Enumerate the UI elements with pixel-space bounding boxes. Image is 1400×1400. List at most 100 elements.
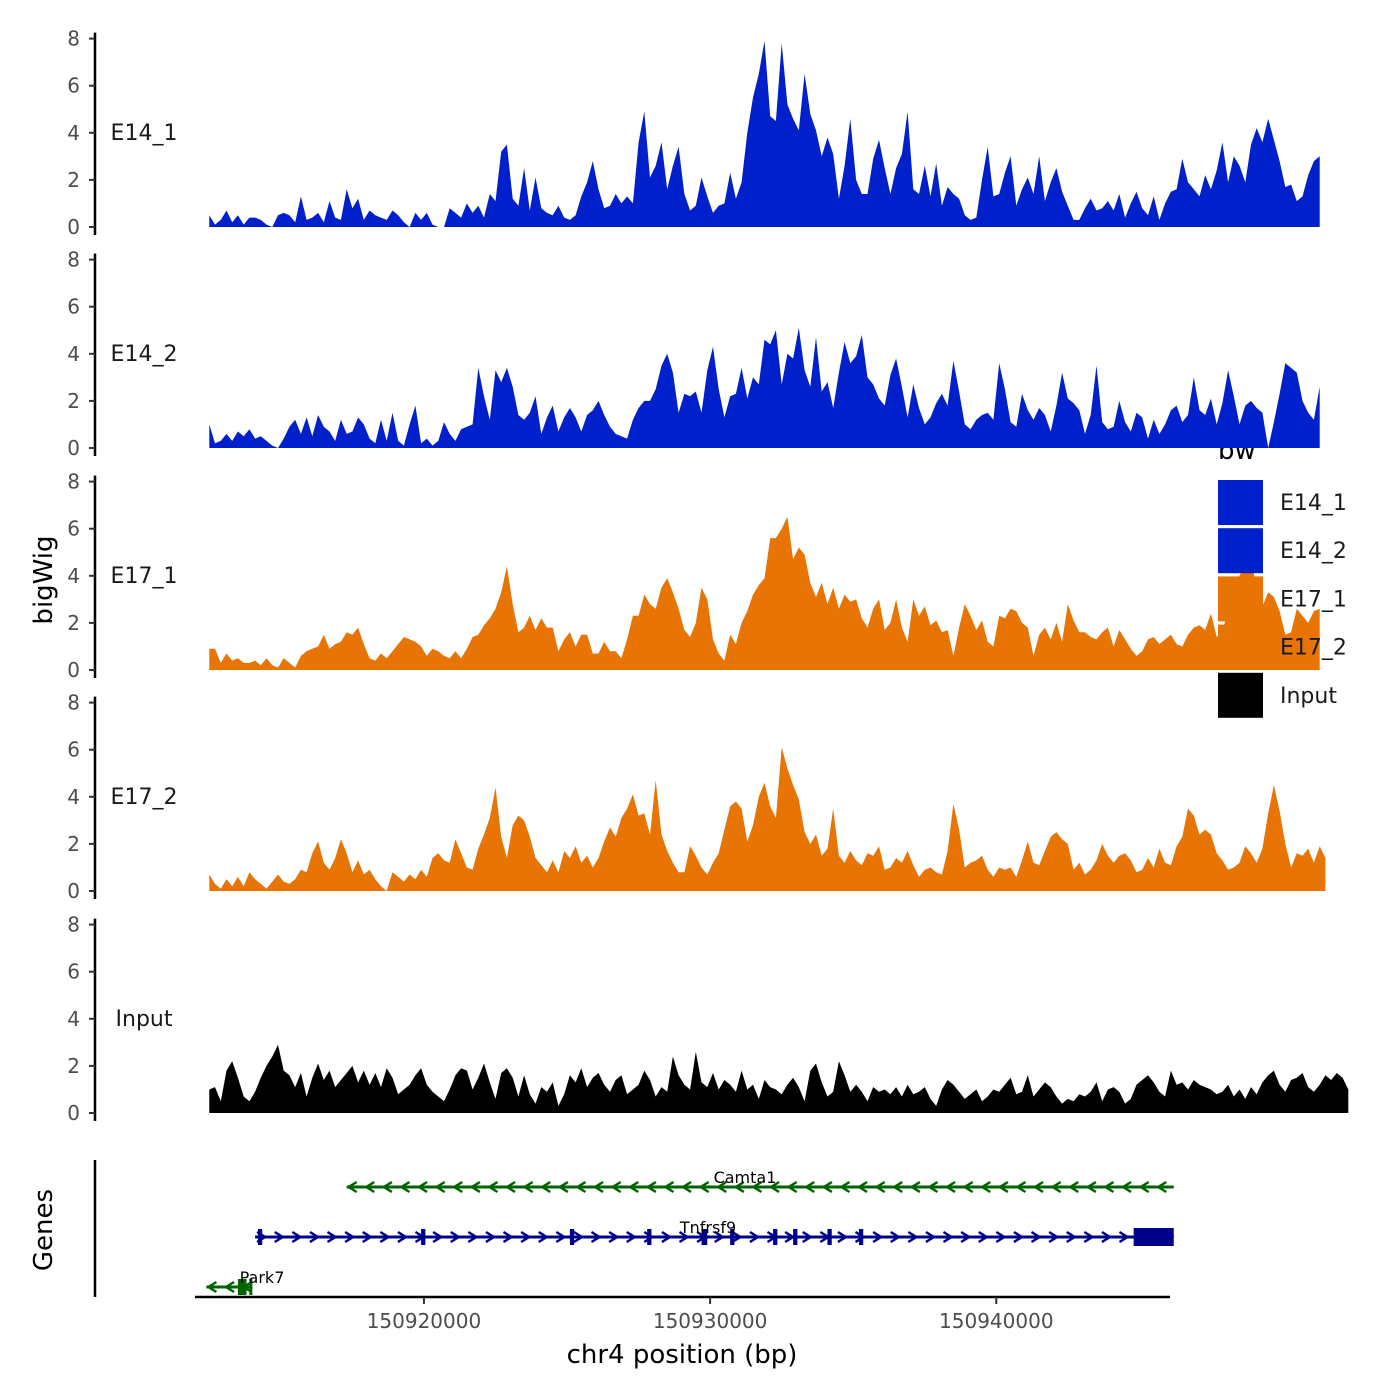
y-tick-label: 2 — [67, 168, 80, 192]
y-tick-label: 8 — [67, 691, 80, 715]
strand-arrow — [1083, 1230, 1095, 1244]
gene-exon — [257, 1229, 263, 1245]
strand-arrow — [1048, 1230, 1060, 1244]
y-tick-label: 2 — [67, 1054, 80, 1078]
strand-arrow — [1015, 1180, 1027, 1194]
gene-Camta1: Camta1 — [346, 1168, 1174, 1194]
strand-arrow — [995, 1230, 1007, 1244]
x-tick-label: 150920000 — [367, 1309, 482, 1333]
strand-arrow — [645, 1180, 657, 1194]
legend-label: E14_2 — [1280, 539, 1347, 564]
strand-arrow — [979, 1180, 991, 1194]
legend-label: E17_1 — [1280, 587, 1347, 612]
gene-exon — [237, 1279, 247, 1295]
strand-arrow — [890, 1230, 902, 1244]
strand-arrow — [467, 1230, 479, 1244]
strand-arrow — [1030, 1230, 1042, 1244]
signal-area-Input — [209, 1044, 1349, 1113]
strand-arrow — [698, 1180, 710, 1194]
y-tick-label: 8 — [67, 248, 80, 272]
strand-arrow — [839, 1180, 851, 1194]
strand-arrow — [487, 1180, 499, 1194]
y-axis-title: bigWig — [29, 535, 59, 624]
strand-arrow — [502, 1230, 514, 1244]
signal-area-E14_1 — [209, 41, 1320, 227]
strand-arrow — [837, 1230, 849, 1244]
strand-arrow — [891, 1180, 903, 1194]
strand-arrow — [944, 1180, 956, 1194]
strand-arrow — [802, 1230, 814, 1244]
track-E17_2: 0 2 4 6 8 E17_2 — [67, 691, 1326, 903]
x-tick-label: 150930000 — [653, 1309, 768, 1333]
strand-arrow — [610, 1180, 622, 1194]
strand-arrow — [573, 1230, 585, 1244]
y-tick-label: 6 — [67, 738, 80, 762]
strand-arrow — [661, 1230, 673, 1244]
strand-arrow — [942, 1230, 954, 1244]
gene-exon — [827, 1229, 832, 1245]
strand-arrow — [909, 1180, 921, 1194]
signal-area-E17_1 — [209, 516, 1320, 670]
strand-arrow — [874, 1180, 886, 1194]
strand-arrow — [557, 1180, 569, 1194]
y-tick-label: 2 — [67, 832, 80, 856]
strand-arrow — [362, 1230, 374, 1244]
strand-arrow — [346, 1180, 358, 1194]
y-tick-label: 0 — [67, 879, 80, 903]
strand-arrow — [416, 1180, 428, 1194]
strand-arrow — [960, 1230, 972, 1244]
strand-arrow — [485, 1230, 497, 1244]
strand-arrow — [274, 1230, 286, 1244]
strand-arrow — [432, 1230, 444, 1244]
y-tick-label: 6 — [67, 74, 80, 98]
strand-arrow — [927, 1180, 939, 1194]
strand-arrow — [714, 1230, 726, 1244]
strand-arrow — [451, 1180, 463, 1194]
strand-arrow — [1103, 1180, 1115, 1194]
legend-label: E17_2 — [1280, 636, 1347, 661]
strand-arrow — [627, 1180, 639, 1194]
legend-label: E14_1 — [1280, 491, 1347, 516]
strand-arrow — [1067, 1180, 1079, 1194]
strand-arrow — [1118, 1230, 1130, 1244]
y-tick-label: 8 — [67, 470, 80, 494]
strand-arrow — [786, 1180, 798, 1194]
legend-swatch-E14_2 — [1218, 528, 1263, 574]
strand-arrow — [626, 1230, 638, 1244]
track-label: E14_2 — [111, 342, 178, 367]
strand-arrow — [643, 1230, 655, 1244]
strand-arrow — [590, 1230, 602, 1244]
x-axis: 150920000 150930000 150940000 — [195, 1295, 1170, 1333]
y-tick-label: 4 — [67, 342, 80, 366]
strand-arrow — [1101, 1230, 1113, 1244]
gene-exon — [647, 1229, 652, 1245]
strand-arrow — [1120, 1180, 1132, 1194]
gene-exon — [701, 1229, 708, 1245]
y-tick-label: 4 — [67, 564, 80, 588]
legend-swatch-E14_1 — [1218, 480, 1263, 525]
x-axis-title: chr4 position (bp) — [567, 1340, 798, 1370]
y-tick-label: 6 — [67, 517, 80, 541]
track-label: Input — [116, 1007, 173, 1032]
gene-exon — [1133, 1228, 1174, 1246]
strand-arrow — [522, 1180, 534, 1194]
y-tick-label: 4 — [67, 121, 80, 145]
strand-arrow — [978, 1230, 990, 1244]
track-label: E17_2 — [111, 785, 178, 810]
strand-arrow — [663, 1180, 675, 1194]
gene-label: Tnfrsf9 — [679, 1218, 736, 1237]
strand-arrow — [962, 1180, 974, 1194]
strand-arrow — [733, 1180, 745, 1194]
track-E14_1: 0 2 4 6 8 E14_1 — [67, 27, 1320, 239]
y-tick-label: 8 — [67, 913, 80, 937]
strand-arrow — [399, 1180, 411, 1194]
genes-group: Camta1 Tnfrsf9 Park7 — [93, 1160, 1174, 1297]
strand-arrow — [520, 1230, 532, 1244]
strand-arrow — [1066, 1230, 1078, 1244]
strand-arrow — [751, 1180, 763, 1194]
gene-label: Camta1 — [714, 1168, 777, 1187]
strand-arrow — [715, 1180, 727, 1194]
strand-arrow — [469, 1180, 481, 1194]
signal-area-E14_2 — [209, 327, 1320, 448]
